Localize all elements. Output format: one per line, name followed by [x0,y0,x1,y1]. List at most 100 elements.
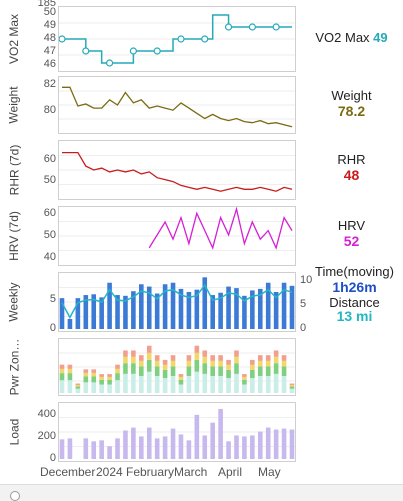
bar-segment [289,384,295,387]
bar-segment [162,359,168,365]
bar [178,434,184,459]
bar-segment [226,378,231,393]
vo2-plot[interactable] [58,6,296,72]
distance-line [61,283,293,319]
tick: 46 [43,58,56,70]
bar-segment [281,366,287,376]
bar-segment [202,356,208,364]
bar [242,295,247,329]
load-plot[interactable] [58,402,296,462]
tick: 60 [43,207,56,219]
bar-segment [170,355,176,361]
weight-svg [59,86,295,128]
bar [131,427,136,459]
load-svg [59,408,295,459]
rhr-axis-label: RHR (7d) [7,144,22,196]
weight-plot[interactable] [58,76,296,134]
hrv-axis-label: HRV (7d) [7,211,22,261]
bar-segment [162,369,168,379]
hrv-plot[interactable] [58,206,296,266]
bar-segment [67,364,73,369]
bar-segment [186,375,192,393]
bar-segment [83,382,89,393]
bar [194,414,200,459]
x-label-december: December [40,465,96,479]
legend-value: 78.2 [337,103,366,119]
rhr-plot[interactable] [58,140,296,200]
bar-segment [186,360,192,367]
bar-segment [170,366,176,376]
bar-segment [178,376,184,380]
bar [146,427,152,459]
pwr-axis-label: Pwr Zon… [7,338,21,396]
weekly-plot[interactable] [58,272,296,332]
bar-segment [59,380,65,393]
bar-segment [273,373,279,393]
tick: 40 [43,251,56,263]
bar-segment [194,345,200,353]
bar-segment [67,373,73,381]
tick: 0 [49,322,56,334]
bar-segment [218,366,223,376]
right-tick: 10 [300,274,313,286]
hrv-ticks: 60 50 40 [30,204,56,268]
x-label-2024: 2024 [96,465,123,479]
bar [289,285,295,329]
data-point [177,35,185,43]
bar-segment [115,364,120,369]
bar-segment [210,355,215,361]
bar-segment [83,372,89,377]
bar-segment [115,380,120,393]
bar-segment [273,350,279,357]
bar [202,435,208,459]
bar-segment [202,363,208,374]
bar [281,282,287,329]
bar [154,293,160,329]
bar [75,298,81,329]
tick: 50 [43,6,56,18]
bar [194,289,200,329]
tick: 49 [43,19,56,31]
bar-segment [226,369,231,379]
bar-segment [91,382,97,393]
bar [99,297,104,329]
bar-segment [83,369,89,373]
pwr-plot[interactable] [58,338,296,396]
tick: 200 [37,430,56,442]
tick: 5 [49,293,56,305]
bar-segment [131,356,136,364]
bar-segment [115,368,120,374]
bar-segment [99,376,104,380]
bar [107,282,112,329]
bar [218,408,223,459]
bar-segment [289,388,295,393]
legend-value: 49 [373,30,388,45]
data-point [129,47,137,55]
bar [123,430,128,459]
bar-segment [170,375,176,393]
bar-segment [250,364,255,370]
bar-segment [146,371,152,393]
x-label-may: May [258,465,281,479]
legend-name: Weight [331,88,372,103]
legend-name: VO2 Max 49 [315,30,388,45]
pwr-panel: Pwr Zon… [0,336,403,398]
bar-segment [123,350,128,357]
bottom-toolbar[interactable] [0,484,403,501]
data-point [59,35,66,43]
bar [186,440,192,459]
data-point [248,23,256,31]
bar [146,286,152,329]
series-line [62,86,293,128]
rhr-panel: RHR (7d) 60 50 RHR 48 [0,138,403,202]
legend-value: 48 [343,167,360,183]
bar-segment [67,380,73,393]
bar [210,422,215,459]
bar-segment [257,366,263,376]
rhr-ticks: 60 50 [30,138,56,202]
data-point [272,23,280,31]
bar-segment [123,373,128,393]
bar [289,429,295,459]
bar [226,286,231,329]
bar [170,428,176,459]
